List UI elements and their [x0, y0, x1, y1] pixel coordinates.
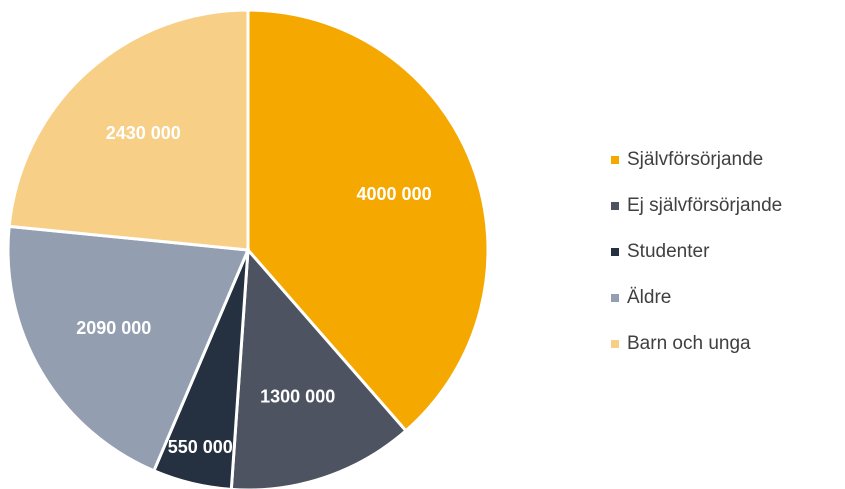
data-label: 2090 000 [76, 318, 151, 338]
legend-label: Äldre [627, 287, 671, 308]
data-label: 1300 000 [260, 387, 335, 407]
legend-swatch [611, 294, 619, 302]
pie-slice [246, 8, 490, 433]
legend-label: Ej självförsörjande [627, 195, 782, 216]
legend-label: Barn och unga [627, 333, 751, 354]
data-label: 550 000 [168, 437, 233, 457]
legend-swatch [611, 248, 619, 256]
data-label: 4000 000 [357, 184, 432, 204]
legend-swatch [611, 340, 619, 348]
legend-swatch [611, 202, 619, 210]
legend-swatch [611, 156, 619, 164]
pie-slice [7, 8, 250, 252]
pie-slice [6, 224, 251, 473]
pie-slice [229, 246, 409, 489]
legend-label: Självförsörjande [627, 149, 763, 170]
legend-label: Studenter [627, 241, 710, 262]
data-label: 2430 000 [106, 123, 181, 143]
